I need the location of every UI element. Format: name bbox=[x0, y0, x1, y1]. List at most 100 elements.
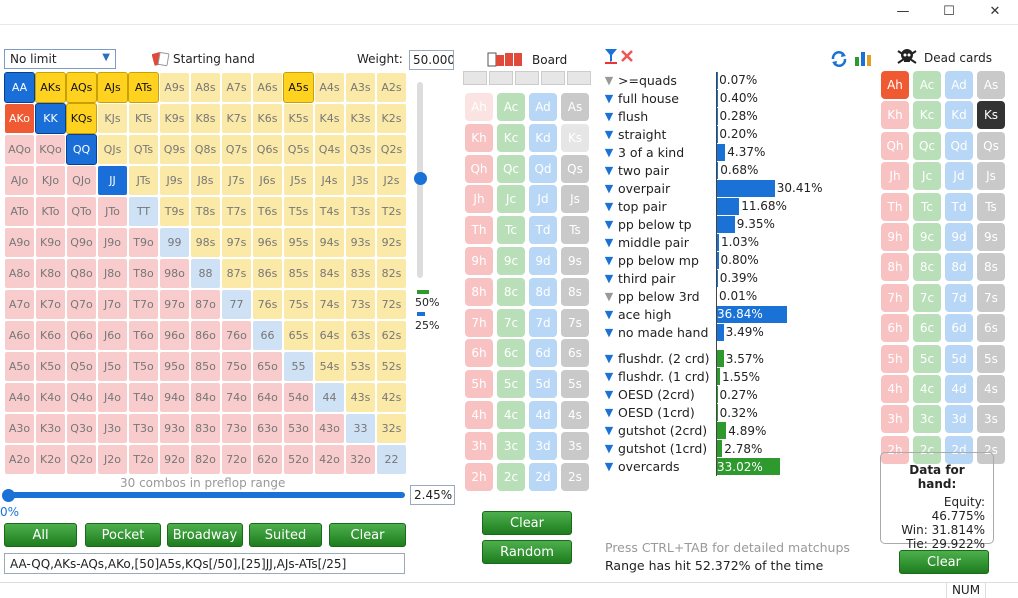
hand-cell-72s[interactable]: 72s bbox=[376, 289, 407, 320]
board-card-4h[interactable]: 4h bbox=[465, 401, 493, 429]
hand-cell-qjo[interactable]: QJo bbox=[66, 165, 97, 196]
hand-cell-65s[interactable]: 65s bbox=[283, 320, 314, 351]
hand-cell-53o[interactable]: 53o bbox=[283, 413, 314, 444]
board-random-button[interactable]: Random bbox=[482, 540, 572, 564]
board-slot-2[interactable] bbox=[489, 71, 513, 85]
hand-cell-t4s[interactable]: T4s bbox=[314, 196, 345, 227]
board-slot-1[interactable] bbox=[463, 71, 487, 85]
hand-cell-a3o[interactable]: A3o bbox=[4, 413, 35, 444]
dead-card-3h[interactable]: 3h bbox=[881, 405, 909, 434]
dead-card-9d[interactable]: 9d bbox=[945, 223, 973, 251]
hand-cell-a2s[interactable]: A2s bbox=[376, 72, 407, 103]
board-card-6h[interactable]: 6h bbox=[465, 339, 493, 368]
hand-cell-q3s[interactable]: Q3s bbox=[345, 134, 376, 165]
board-card-ah[interactable]: Ah bbox=[465, 93, 493, 121]
filter-icon[interactable]: ▼ bbox=[604, 235, 614, 249]
stat-row[interactable]: ▼ 3 of a kind 4.37% bbox=[604, 143, 765, 161]
hand-cell-k7s[interactable]: K7s bbox=[221, 103, 252, 134]
hand-cell-k8o[interactable]: K8o bbox=[35, 258, 66, 289]
stat-row[interactable]: ▼ full house 0.40% bbox=[604, 89, 758, 107]
hand-cell-a8s[interactable]: A8s bbox=[190, 72, 221, 103]
pocket-button[interactable]: Pocket bbox=[85, 523, 161, 547]
stat-row[interactable]: ▼ top pair 11.68% bbox=[604, 197, 787, 215]
dead-card-9s[interactable]: 9s bbox=[977, 223, 1005, 251]
game-mode-select[interactable]: No limit ▼ bbox=[4, 49, 116, 69]
board-card-4s[interactable]: 4s bbox=[561, 401, 589, 429]
dead-card-8d[interactable]: 8d bbox=[945, 253, 973, 282]
dead-card-kc[interactable]: Kc bbox=[913, 101, 941, 130]
board-card-2h[interactable]: 2h bbox=[465, 462, 493, 491]
hand-cell-a7s[interactable]: A7s bbox=[221, 72, 252, 103]
board-card-7s[interactable]: 7s bbox=[561, 308, 589, 337]
hand-cell-q8s[interactable]: Q8s bbox=[190, 134, 221, 165]
hand-cell-a8o[interactable]: A8o bbox=[4, 258, 35, 289]
hand-cell-53s[interactable]: 53s bbox=[345, 351, 376, 382]
hand-cell-83s[interactable]: 83s bbox=[345, 258, 376, 289]
hand-cell-k2s[interactable]: K2s bbox=[376, 103, 407, 134]
filter-icon[interactable]: ▼ bbox=[604, 73, 614, 87]
hand-cell-a2o[interactable]: A2o bbox=[4, 444, 35, 475]
hand-cell-qto[interactable]: QTo bbox=[66, 196, 97, 227]
hand-cell-j5o[interactable]: J5o bbox=[97, 351, 128, 382]
board-card-9d[interactable]: 9d bbox=[529, 247, 557, 275]
hand-cell-j7s[interactable]: J7s bbox=[221, 165, 252, 196]
dead-card-kd[interactable]: Kd bbox=[945, 101, 973, 130]
hand-cell-54s[interactable]: 54s bbox=[314, 351, 345, 382]
filter-icon[interactable]: ▼ bbox=[604, 352, 614, 365]
hand-cell-t9s[interactable]: T9s bbox=[159, 196, 190, 227]
stat-row[interactable]: ▼ middle pair 1.03% bbox=[604, 233, 759, 251]
hand-cell-62s[interactable]: 62s bbox=[376, 320, 407, 351]
filter-icon[interactable]: ▼ bbox=[604, 388, 614, 401]
hand-cell-j8s[interactable]: J8s bbox=[190, 165, 221, 196]
hand-cell-t2o[interactable]: T2o bbox=[128, 444, 159, 475]
hand-cell-95o[interactable]: 95o bbox=[159, 351, 190, 382]
hand-cell-33[interactable]: 33 bbox=[345, 413, 376, 444]
hand-cell-75o[interactable]: 75o bbox=[221, 351, 252, 382]
hand-cell-j4o[interactable]: J4o bbox=[97, 382, 128, 413]
filter-icon[interactable]: ▼ bbox=[604, 442, 614, 455]
dead-card-qc[interactable]: Qc bbox=[913, 131, 941, 160]
hand-cell-32s[interactable]: 32s bbox=[376, 413, 407, 444]
hand-cell-j6s[interactable]: J6s bbox=[252, 165, 283, 196]
stat-row[interactable]: ▼ pp below tp 9.35% bbox=[604, 215, 775, 233]
hand-cell-j6o[interactable]: J6o bbox=[97, 320, 128, 351]
hand-cell-aqs[interactable]: AQs bbox=[66, 72, 97, 103]
hand-cell-k9o[interactable]: K9o bbox=[35, 227, 66, 258]
hand-cell-97o[interactable]: 97o bbox=[159, 289, 190, 320]
stat-row[interactable]: ▼ gutshot (2crd) 4.89% bbox=[604, 422, 766, 440]
hand-cell-a5s[interactable]: A5s bbox=[283, 72, 314, 103]
stat-row[interactable]: ▼ overpair 30.41% bbox=[604, 179, 823, 197]
hand-cell-85s[interactable]: 85s bbox=[283, 258, 314, 289]
hand-cell-85o[interactable]: 85o bbox=[190, 351, 221, 382]
hand-cell-k6o[interactable]: K6o bbox=[35, 320, 66, 351]
filter-icon[interactable]: ▼ bbox=[604, 271, 614, 285]
hand-cell-63o[interactable]: 63o bbox=[252, 413, 283, 444]
dead-card-js[interactable]: Js bbox=[977, 162, 1005, 191]
hand-cell-74o[interactable]: 74o bbox=[221, 382, 252, 413]
range-text-input[interactable]: AA-QQ,AKs-AQs,AKo,[50]A5s,KQs[/50],[25]J… bbox=[4, 553, 405, 574]
board-card-9c[interactable]: 9c bbox=[497, 247, 525, 275]
stat-row[interactable]: ▼ overcards 33.02% bbox=[604, 458, 780, 476]
board-card-8d[interactable]: 8d bbox=[529, 277, 557, 306]
hand-cell-k9s[interactable]: K9s bbox=[159, 103, 190, 134]
filter-icon[interactable]: ▼ bbox=[604, 253, 614, 267]
close-button[interactable]: ✕ bbox=[989, 3, 1001, 19]
board-card-4c[interactable]: 4c bbox=[497, 401, 525, 429]
hand-cell-42o[interactable]: 42o bbox=[314, 444, 345, 475]
filter-icon[interactable]: ▼ bbox=[604, 181, 614, 195]
board-card-6c[interactable]: 6c bbox=[497, 339, 525, 368]
hand-cell-aa[interactable]: AA bbox=[4, 72, 35, 103]
hand-cell-t3o[interactable]: T3o bbox=[128, 413, 159, 444]
board-card-8c[interactable]: 8c bbox=[497, 277, 525, 306]
hand-cell-kto[interactable]: KTo bbox=[35, 196, 66, 227]
board-clear-button[interactable]: Clear bbox=[482, 511, 572, 535]
hand-cell-k4s[interactable]: K4s bbox=[314, 103, 345, 134]
dead-card-4s[interactable]: 4s bbox=[977, 375, 1005, 403]
hand-cell-74s[interactable]: 74s bbox=[314, 289, 345, 320]
hand-cell-a3s[interactable]: A3s bbox=[345, 72, 376, 103]
hand-cell-87s[interactable]: 87s bbox=[221, 258, 252, 289]
dead-card-6s[interactable]: 6s bbox=[977, 314, 1005, 343]
board-card-ks[interactable]: Ks bbox=[561, 123, 589, 152]
hand-cell-94o[interactable]: 94o bbox=[159, 382, 190, 413]
board-slot-5[interactable] bbox=[567, 71, 591, 85]
